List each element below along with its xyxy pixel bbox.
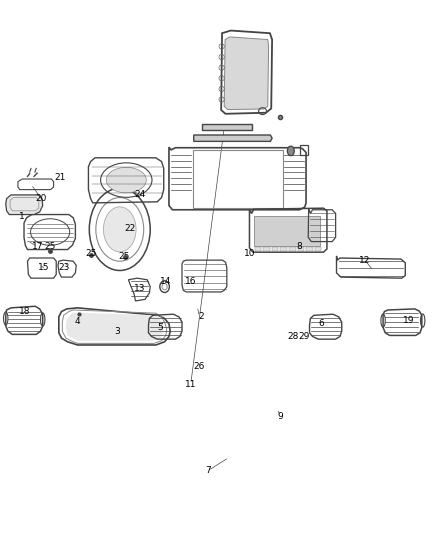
- Text: 7: 7: [205, 466, 211, 475]
- Polygon shape: [194, 135, 272, 141]
- Text: 19: 19: [403, 316, 414, 325]
- Ellipse shape: [287, 146, 294, 156]
- Bar: [254, 216, 321, 246]
- Text: 12: 12: [359, 256, 371, 265]
- Bar: [289, 247, 296, 251]
- Polygon shape: [224, 37, 268, 110]
- Polygon shape: [202, 124, 252, 130]
- Text: 29: 29: [298, 332, 310, 341]
- Text: 2: 2: [199, 312, 205, 321]
- Text: 15: 15: [38, 263, 49, 272]
- Text: 21: 21: [54, 173, 66, 182]
- Text: 18: 18: [19, 307, 30, 316]
- Text: 20: 20: [36, 194, 47, 203]
- Text: 14: 14: [160, 277, 172, 286]
- Text: 5: 5: [157, 323, 163, 332]
- Text: 11: 11: [185, 379, 197, 389]
- Text: 10: 10: [244, 249, 255, 258]
- Text: 28: 28: [287, 332, 299, 341]
- Text: 4: 4: [75, 317, 80, 326]
- Ellipse shape: [103, 207, 136, 252]
- Bar: [280, 247, 287, 251]
- Text: 6: 6: [318, 319, 324, 328]
- Text: 17: 17: [32, 242, 43, 251]
- Bar: [272, 247, 279, 251]
- Text: 22: 22: [124, 224, 135, 233]
- Text: 24: 24: [134, 190, 145, 199]
- Bar: [300, 144, 308, 155]
- Bar: [254, 247, 261, 251]
- Text: 3: 3: [114, 327, 120, 336]
- Text: 23: 23: [59, 263, 70, 272]
- Text: 16: 16: [185, 277, 197, 286]
- Polygon shape: [66, 313, 163, 341]
- Bar: [297, 247, 304, 251]
- Text: 25: 25: [118, 253, 130, 262]
- Text: 1: 1: [19, 212, 25, 221]
- Ellipse shape: [106, 167, 146, 193]
- Text: 25: 25: [44, 242, 56, 251]
- Text: 13: 13: [134, 284, 145, 293]
- Text: 25: 25: [85, 249, 96, 258]
- Bar: [315, 247, 321, 251]
- Text: 9: 9: [277, 411, 283, 421]
- Bar: [263, 247, 270, 251]
- Text: 26: 26: [194, 362, 205, 370]
- Bar: [306, 247, 313, 251]
- Text: 8: 8: [297, 242, 302, 251]
- Polygon shape: [6, 195, 43, 215]
